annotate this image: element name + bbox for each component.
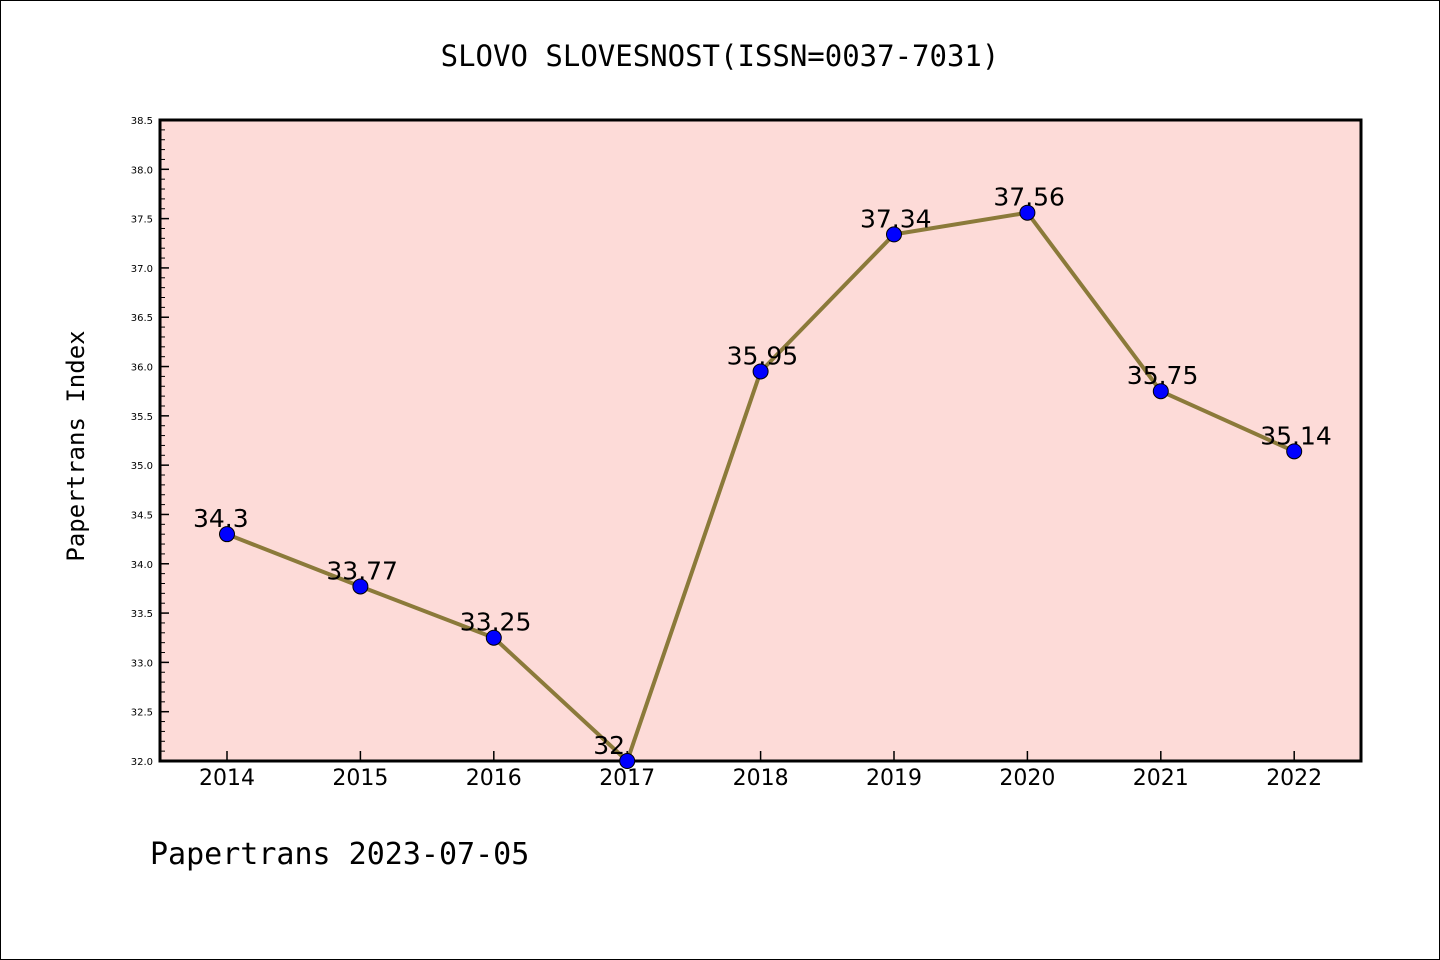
y-tick-label: 38.0 <box>131 165 153 176</box>
x-tick-label: 2016 <box>466 766 522 791</box>
x-tick-label: 2014 <box>199 766 255 791</box>
data-point <box>352 578 369 595</box>
data-point <box>485 629 502 646</box>
y-tick-label: 33.5 <box>131 609 153 620</box>
series-markers <box>219 204 1303 769</box>
data-point <box>1286 443 1303 460</box>
x-tick-label: 2020 <box>999 766 1055 791</box>
data-label: 37.56 <box>993 183 1065 212</box>
data-point <box>1152 383 1169 400</box>
y-tick-label: 38.5 <box>131 116 153 127</box>
plot-area <box>158 118 1363 763</box>
y-tick-label: 33.0 <box>131 658 153 669</box>
data-label: 37.34 <box>860 204 932 233</box>
data-label: 35.75 <box>1127 361 1199 390</box>
data-point <box>219 526 235 543</box>
x-tick-label: 2017 <box>599 766 655 791</box>
y-tick-label: 35.5 <box>131 412 153 423</box>
y-axis-label: Papertrans Index <box>62 330 90 561</box>
y-tick-label: 34.5 <box>131 510 153 521</box>
data-label: 35.14 <box>1260 421 1332 450</box>
x-tick-label: 2019 <box>866 766 922 791</box>
x-axis-ticks: 2014 2015 2016 2017 2018 2019 2020 2021 2022 <box>199 751 1322 791</box>
data-point <box>886 226 902 243</box>
data-label: 35.95 <box>727 341 799 370</box>
y-tick-label: 36.5 <box>131 313 153 324</box>
data-point <box>752 363 769 380</box>
y-tick-label: 37.5 <box>131 215 153 226</box>
data-label: 34.3 <box>193 504 249 533</box>
y-axis-ticks: 32.0 32.5 33.0 33.5 34.0 34.5 35.0 35.5 36.0 36.5… <box>131 116 169 768</box>
data-label: 33.77 <box>326 556 398 585</box>
data-label: 32 <box>593 731 625 760</box>
data-labels: 34.3 33.77 33.25 32 35.95 37.34 37.56 35.75 35.1… <box>193 183 1332 760</box>
data-point <box>619 753 636 769</box>
x-tick-label: 2022 <box>1266 766 1322 791</box>
footer-text: Papertrans 2023-07-05 <box>150 837 529 872</box>
data-point <box>1019 204 1036 221</box>
y-tick-label: 36.0 <box>131 363 153 374</box>
y-tick-label: 37.0 <box>131 264 153 275</box>
x-tick-label: 2018 <box>733 766 789 791</box>
y-tick-label: 35.0 <box>131 461 153 472</box>
data-label: 33.25 <box>460 608 532 637</box>
y-tick-label: 32.5 <box>131 708 153 719</box>
x-tick-label: 2021 <box>1133 766 1189 791</box>
y-tick-label: 32.0 <box>131 757 153 768</box>
y-tick-label: 34.0 <box>131 560 153 571</box>
chart-title: SLOVO SLOVESNOST(ISSN=0037-7031) <box>441 39 1000 73</box>
x-tick-label: 2015 <box>332 766 388 791</box>
